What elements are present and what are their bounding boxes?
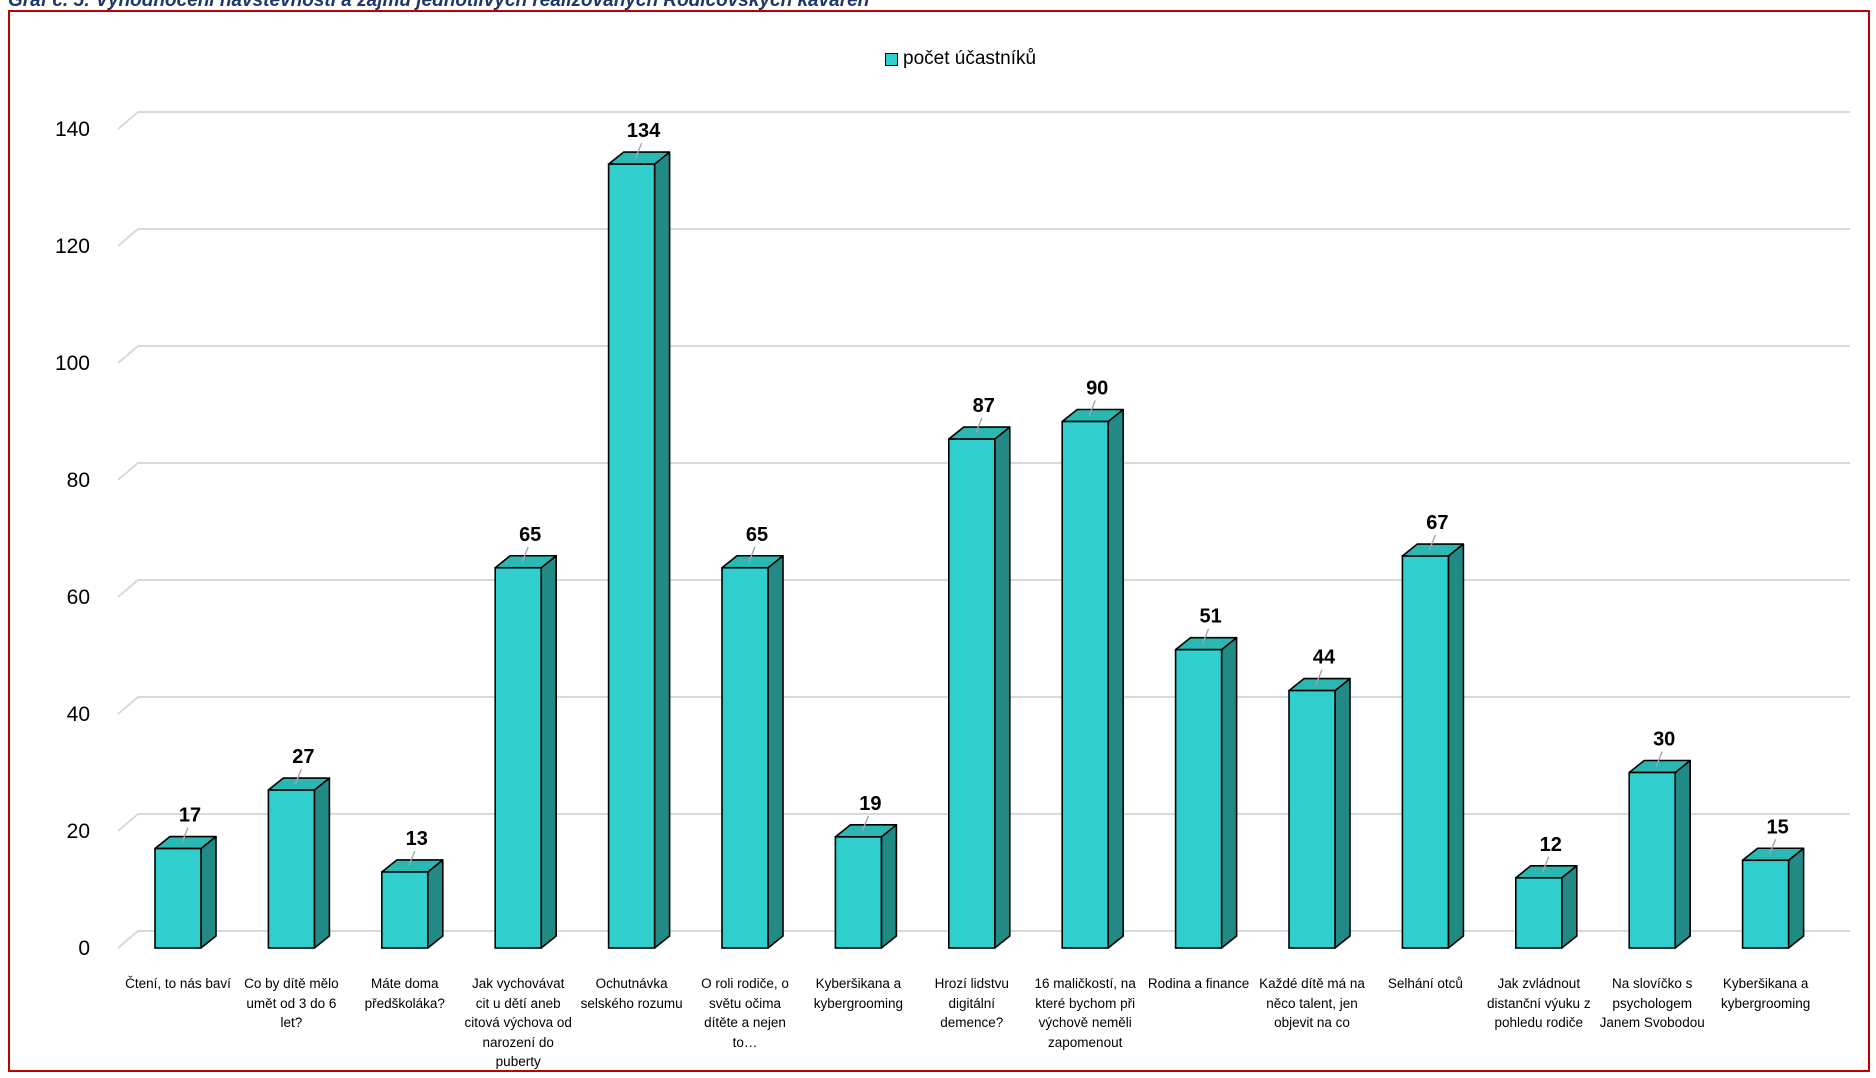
- bar: [494, 566, 543, 949]
- x-tick-label: O roli rodiče, o světu očima dítěte a ne…: [701, 976, 789, 1050]
- data-label: 17: [179, 805, 201, 827]
- data-label-leader: [1655, 751, 1663, 767]
- data-label-leader: [634, 142, 643, 159]
- gridline-perspective: [117, 579, 139, 598]
- data-label-leader: [521, 546, 529, 563]
- bar-side: [313, 777, 331, 949]
- data-label-leader: [181, 827, 189, 843]
- data-label-leader: [294, 768, 303, 785]
- bar: [1061, 420, 1109, 949]
- data-label: 65: [746, 524, 768, 546]
- data-label: 27: [292, 746, 314, 768]
- figure-caption: Graf č. 5: Vyhodnocení návštěvnosti a zá…: [8, 0, 870, 11]
- gridline-perspective: [117, 111, 139, 130]
- x-tick-label: Hrozí lidstvu digitální demence?: [934, 976, 1009, 1030]
- bar-side: [1334, 677, 1351, 949]
- bar: [154, 847, 202, 949]
- bar: [947, 438, 996, 949]
- y-tick-label: 40: [67, 703, 90, 726]
- data-label: 67: [1426, 512, 1448, 534]
- bar-side: [1107, 408, 1124, 949]
- bar: [267, 789, 316, 949]
- bar: [834, 836, 883, 949]
- bar-side: [653, 151, 671, 949]
- bar-side: [1674, 759, 1691, 949]
- bar: [1288, 689, 1336, 949]
- x-tick-label: Kyberšikana a kybergrooming: [813, 976, 904, 1011]
- gridline-perspective: [117, 930, 139, 949]
- data-label-leader: [408, 850, 416, 867]
- data-label-leader: [975, 417, 983, 434]
- y-tick-label: 80: [67, 469, 90, 492]
- bar: [1174, 648, 1223, 949]
- bar: [607, 163, 656, 949]
- data-label: 19: [859, 793, 881, 815]
- bar-side: [426, 859, 444, 949]
- data-label: 65: [519, 524, 541, 546]
- data-label: 44: [1313, 647, 1336, 669]
- x-tick-label: Co by dítě mělo umět od 3 do 6 let?: [244, 976, 339, 1030]
- x-tick-label: Každé dítě má na něco talent, jen objevi…: [1259, 976, 1365, 1030]
- bar-chart: 0 20 40 60 80 100 120 140 17 27 13 65 134 65 19 87 90 51 4…: [55, 111, 1850, 960]
- data-label: 51: [1199, 606, 1221, 628]
- data-label-leader: [1088, 400, 1096, 416]
- x-tick-label: Jak vychovávat cit u dětí aneb citová vý…: [464, 976, 572, 1069]
- x-tick-label: Máte doma předškoláka?: [364, 976, 445, 1011]
- data-label-leader: [1201, 628, 1210, 644]
- data-label-leader: [1768, 838, 1777, 855]
- x-tick-label: Kyberšikana a kybergrooming: [1720, 976, 1811, 1011]
- y-tick-label: 60: [67, 586, 90, 609]
- y-tick-label: 20: [67, 820, 90, 843]
- x-tick-label: Čtení, to nás baví: [125, 976, 231, 991]
- x-tick-label: Selhání otců: [1387, 976, 1463, 991]
- data-label: 12: [1540, 834, 1562, 856]
- y-tick-label: 100: [55, 352, 90, 375]
- bar-side: [880, 824, 898, 949]
- data-label: 87: [973, 395, 995, 417]
- bar-side: [1561, 864, 1578, 949]
- data-label-leader: [861, 815, 870, 832]
- x-tick-label: Rodina a finance: [1147, 976, 1250, 991]
- bar: [721, 566, 769, 949]
- bar: [1515, 876, 1563, 949]
- data-label: 15: [1766, 816, 1788, 838]
- gridline-perspective: [117, 345, 139, 364]
- bar-side: [1447, 543, 1465, 949]
- data-label: 13: [406, 828, 428, 850]
- bar: [1628, 771, 1676, 949]
- data-label: 30: [1653, 729, 1675, 751]
- x-tick-label: Ochutnávka selského rozumu: [580, 976, 683, 1011]
- gridline-perspective: [117, 696, 139, 715]
- gridline-perspective: [117, 228, 139, 247]
- bar-side: [1220, 636, 1238, 949]
- bar: [380, 871, 429, 949]
- data-label: 90: [1086, 378, 1108, 400]
- bar-side: [540, 554, 558, 949]
- data-label-leader: [1315, 669, 1323, 685]
- x-tick-label: 16 maličkostí, na které bychom při výcho…: [1034, 976, 1136, 1050]
- legend-label: počet účastníků: [903, 48, 1037, 69]
- y-tick-label: 0: [78, 937, 90, 960]
- bar: [1401, 555, 1450, 949]
- data-label-leader: [1428, 534, 1437, 551]
- bar-side: [1787, 847, 1805, 949]
- bar: [1741, 859, 1790, 949]
- x-tick-label: Na slovíčko s psychologem Janem Svobodou: [1599, 976, 1705, 1030]
- chart-legend: počet účastníků: [885, 48, 1036, 70]
- data-label: 134: [627, 120, 661, 142]
- y-tick-label: 120: [55, 235, 90, 258]
- y-tick-label: 140: [55, 118, 90, 141]
- data-label-leader: [748, 546, 756, 563]
- bar-side: [993, 426, 1011, 949]
- chart-frame: 0 20 40 60 80 100 120 140 17 27 13 65 134 65 19 87 90 51 4…: [8, 10, 1870, 1072]
- legend-swatch: [885, 52, 898, 66]
- gridline-perspective: [117, 813, 139, 832]
- gridline-perspective: [117, 462, 139, 481]
- bar-side: [767, 554, 784, 949]
- bar-side: [200, 835, 217, 949]
- data-label-leader: [1542, 856, 1550, 873]
- x-tick-label: Jak zvládnout distanční výuku z pohledu …: [1487, 976, 1591, 1030]
